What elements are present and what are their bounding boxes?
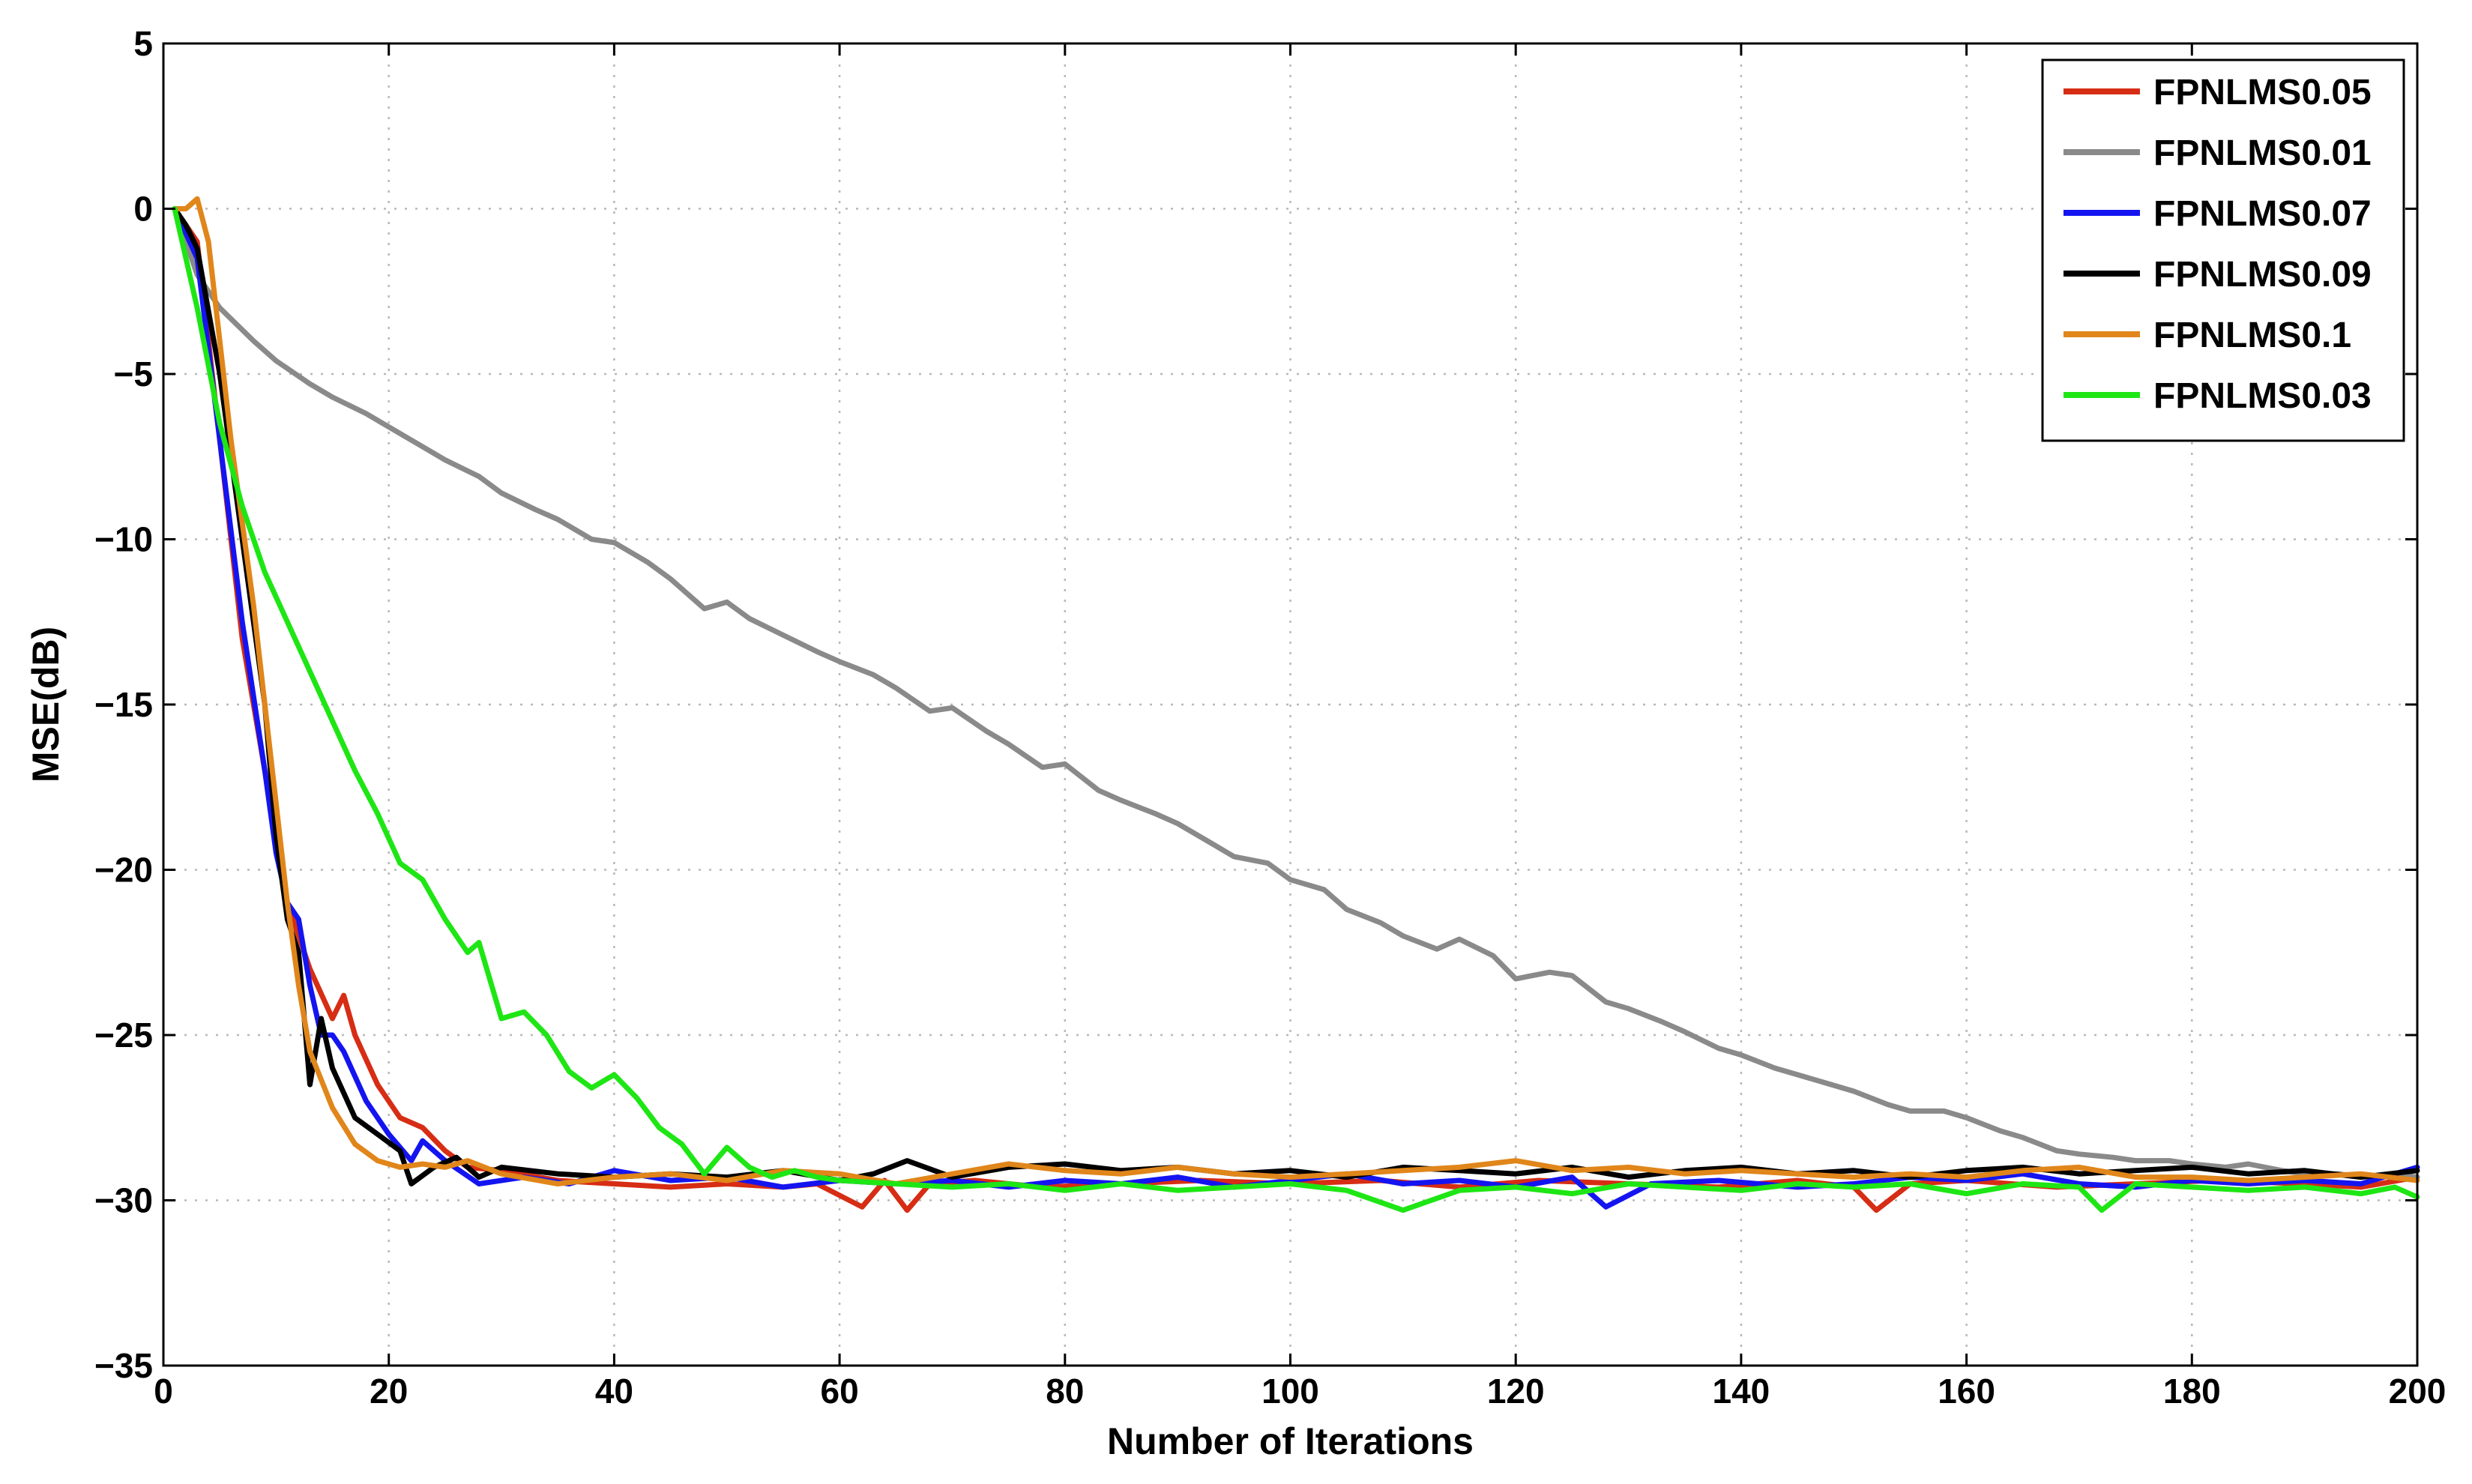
x-tick-label: 20 [370, 1372, 408, 1411]
x-tick-label: 200 [2389, 1372, 2447, 1411]
y-axis-title: MSE(dB) [25, 627, 67, 782]
y-tick-label: −20 [94, 851, 153, 890]
x-tick-label: 180 [2163, 1372, 2221, 1411]
tick-labels: 0 20 40 60 80 100 120 140 160 180 200 5 0 −5 −10 −15 −20… [94, 24, 2446, 1411]
series-layer [172, 196, 2420, 1213]
y-tick-label: −30 [94, 1181, 153, 1220]
x-tick-label: 160 [1938, 1372, 1995, 1411]
y-tick-label: −15 [94, 685, 153, 724]
y-tick-label: 5 [133, 24, 153, 63]
y-tick-label: −5 [114, 355, 153, 393]
y-tick-label: −10 [94, 520, 153, 559]
legend-label: FPNLMS0.05 [2153, 73, 2372, 112]
x-tick-label: 80 [1046, 1372, 1084, 1411]
series-line-fpnlms0-01 [172, 206, 2420, 1180]
legend-box [2041, 58, 2405, 442]
x-tick-label: 120 [1487, 1372, 1545, 1411]
legend-label: FPNLMS0.07 [2153, 194, 2372, 234]
x-axis-title: Number of Iterations [1107, 1420, 1474, 1462]
series-line-fpnlms0-09 [172, 206, 2420, 1186]
x-tick-label: 140 [1713, 1372, 1770, 1411]
x-tick-label: 40 [595, 1372, 633, 1411]
legend-label: FPNLMS0.01 [2153, 133, 2372, 173]
legend-label: FPNLMS0.1 [2153, 316, 2351, 355]
legend-label: FPNLMS0.03 [2153, 376, 2372, 416]
legend: FPNLMS0.05 FPNLMS0.01 FPNLMS0.07 FPNLMS0.09… [2041, 58, 2405, 442]
y-tick-label: −25 [94, 1016, 153, 1055]
axis-ticks [162, 42, 2419, 1367]
y-tick-label: −35 [94, 1346, 153, 1385]
x-tick-label: 60 [821, 1372, 859, 1411]
x-tick-label: 100 [1261, 1372, 1319, 1411]
series-line-fpnlms0-03 [172, 206, 2420, 1213]
x-tick-label: 0 [154, 1372, 173, 1411]
y-tick-label: 0 [133, 190, 153, 229]
legend-label: FPNLMS0.09 [2153, 255, 2372, 295]
